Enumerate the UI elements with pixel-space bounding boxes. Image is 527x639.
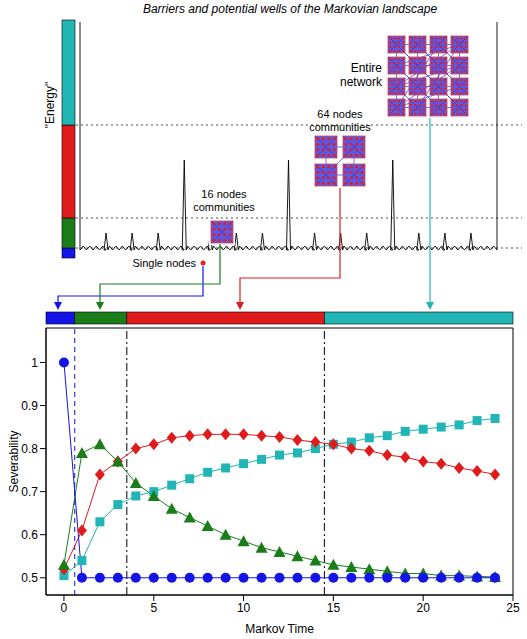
svg-text:"Energy": "Energy" (43, 82, 57, 129)
svg-text:0.8: 0.8 (21, 442, 38, 456)
svg-text:16 nodescommunities: 16 nodescommunities (193, 188, 255, 213)
svg-text:0.6: 0.6 (21, 528, 38, 542)
svg-text:Markov Time: Markov Time (245, 622, 314, 636)
svg-text:Entirenetwork: Entirenetwork (340, 61, 383, 89)
svg-text:0.5: 0.5 (21, 571, 38, 585)
svg-text:15: 15 (327, 601, 341, 615)
svg-text:Single nodes: Single nodes (132, 257, 196, 269)
svg-text:64 nodescommunities: 64 nodescommunities (309, 108, 371, 133)
svg-text:10: 10 (237, 601, 251, 615)
svg-text:1: 1 (31, 356, 38, 370)
svg-text:5: 5 (150, 601, 157, 615)
svg-text:20: 20 (417, 601, 431, 615)
svg-text:0.7: 0.7 (21, 485, 38, 499)
svg-text:25: 25 (506, 601, 520, 615)
svg-text:Severability: Severability (7, 430, 21, 492)
svg-text:0: 0 (61, 601, 68, 615)
svg-text:Barriers and potential wells o: Barriers and potential wells of the Mark… (143, 2, 437, 16)
svg-text:0.9: 0.9 (21, 399, 38, 413)
